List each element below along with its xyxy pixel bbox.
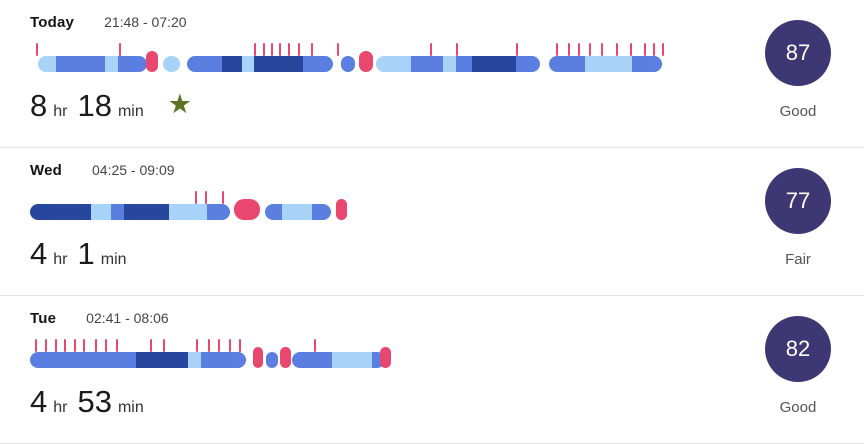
sleep-time-range: 04:25 - 09:09 (92, 162, 175, 178)
duration-min-unit: min (117, 399, 144, 416)
sleep-score: 87 Good (764, 20, 832, 120)
score-value: 87 (785, 40, 811, 65)
day-label: Today (30, 14, 75, 31)
sleep-score-circle: 77 (765, 168, 831, 234)
sleep-day-row-wed[interactable]: Wed 04:25 - 09:09 4 hr 1 min 77 Fair (0, 148, 864, 296)
sleep-stages-chart (30, 40, 675, 72)
sleep-score: 82 Good (764, 316, 832, 416)
sleep-duration: 4 hr 53 min (30, 384, 148, 420)
quality-label: Fair (785, 251, 811, 268)
day-label: Wed (30, 162, 62, 179)
sleep-duration: 8 hr 18 min ★ (30, 88, 192, 124)
duration-hr-unit: hr (53, 399, 68, 416)
score-value: 82 (785, 336, 811, 361)
row-header: Today 21:48 - 07:20 (30, 14, 187, 31)
duration-min-unit: min (117, 103, 144, 120)
duration-hours: 4 (30, 384, 48, 419)
sleep-stages-chart (30, 336, 675, 368)
row-header: Tue 02:41 - 08:06 (30, 310, 169, 327)
duration-min-unit: min (100, 251, 127, 268)
duration-hr-unit: hr (53, 251, 68, 268)
day-label: Tue (30, 310, 57, 327)
quality-label: Good (779, 399, 817, 416)
star-icon: ★ (167, 88, 192, 119)
sleep-score-circle: 82 (765, 316, 831, 382)
sleep-stages-chart (30, 188, 675, 220)
duration-hours: 8 (30, 88, 48, 123)
sleep-time-range: 21:48 - 07:20 (104, 14, 187, 30)
sleep-score: 77 Fair (764, 168, 832, 268)
sleep-day-row-tue[interactable]: Tue 02:41 - 08:06 4 hr 53 min 82 Good (0, 296, 864, 444)
duration-hours: 4 (30, 236, 48, 271)
sleep-score-circle: 87 (765, 20, 831, 86)
sleep-day-row-today[interactable]: Today 21:48 - 07:20 8 hr 18 min ★ 87 Goo… (0, 0, 864, 148)
duration-minutes: 1 (77, 236, 95, 271)
sleep-duration: 4 hr 1 min (30, 236, 131, 272)
duration-minutes: 18 (77, 88, 112, 123)
quality-label: Good (779, 103, 817, 120)
sleep-time-range: 02:41 - 08:06 (86, 310, 169, 326)
row-header: Wed 04:25 - 09:09 (30, 162, 175, 179)
score-value: 77 (785, 188, 811, 213)
duration-minutes: 53 (77, 384, 112, 419)
duration-hr-unit: hr (53, 103, 68, 120)
